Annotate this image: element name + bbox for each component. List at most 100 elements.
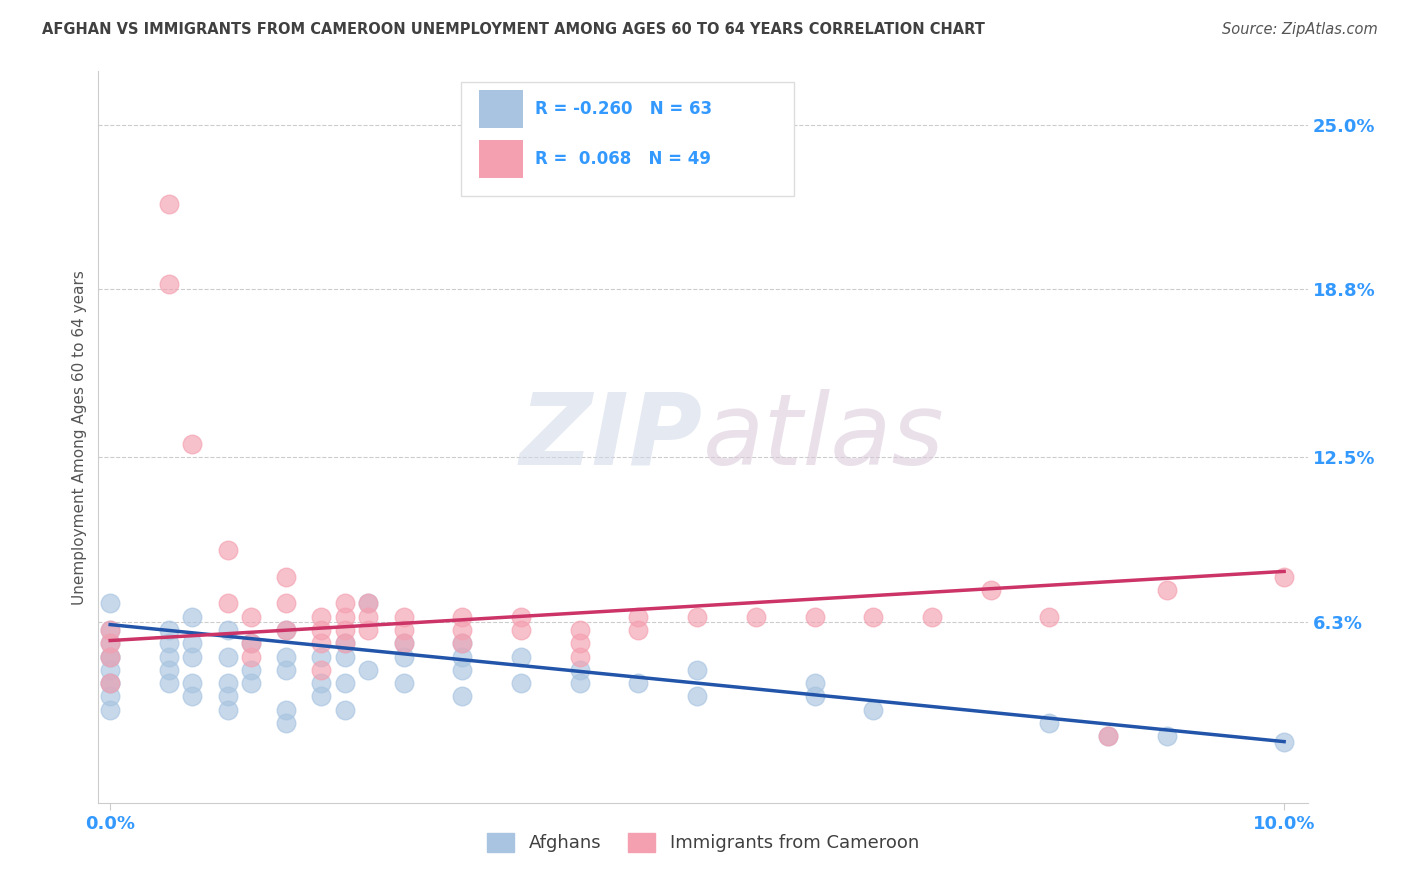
Point xyxy=(333,636,356,650)
Point xyxy=(98,636,121,650)
Point xyxy=(217,703,239,717)
FancyBboxPatch shape xyxy=(461,82,793,195)
Point xyxy=(98,649,121,664)
Point xyxy=(157,676,180,690)
Point xyxy=(451,609,474,624)
Point xyxy=(686,609,709,624)
Point xyxy=(1156,582,1178,597)
Y-axis label: Unemployment Among Ages 60 to 64 years: Unemployment Among Ages 60 to 64 years xyxy=(72,269,87,605)
Point xyxy=(311,676,333,690)
Point xyxy=(862,609,884,624)
Point xyxy=(568,649,591,664)
Point xyxy=(1097,729,1119,743)
Point xyxy=(980,582,1002,597)
Point xyxy=(311,623,333,637)
Point xyxy=(451,623,474,637)
Point xyxy=(98,676,121,690)
Point xyxy=(451,690,474,704)
Text: atlas: atlas xyxy=(703,389,945,485)
Point xyxy=(217,623,239,637)
Point xyxy=(157,663,180,677)
Point xyxy=(311,649,333,664)
Point xyxy=(357,623,380,637)
Point xyxy=(333,676,356,690)
Point xyxy=(392,636,415,650)
Point xyxy=(98,676,121,690)
Point xyxy=(333,596,356,610)
Point xyxy=(510,623,533,637)
Point xyxy=(333,649,356,664)
Point xyxy=(451,636,474,650)
Point xyxy=(98,703,121,717)
Point xyxy=(181,676,204,690)
Point xyxy=(276,649,298,664)
Point xyxy=(392,623,415,637)
Point xyxy=(181,436,204,450)
Point xyxy=(157,636,180,650)
Point xyxy=(276,663,298,677)
Point xyxy=(217,690,239,704)
Point xyxy=(451,636,474,650)
Point xyxy=(157,277,180,292)
Point xyxy=(98,636,121,650)
Point xyxy=(1097,729,1119,743)
Point xyxy=(333,623,356,637)
Point xyxy=(627,676,650,690)
Point xyxy=(98,649,121,664)
Text: Source: ZipAtlas.com: Source: ZipAtlas.com xyxy=(1222,22,1378,37)
Point xyxy=(98,649,121,664)
Point xyxy=(568,623,591,637)
Point xyxy=(276,703,298,717)
Point xyxy=(240,649,263,664)
Point xyxy=(217,649,239,664)
Point xyxy=(510,649,533,664)
Point xyxy=(240,609,263,624)
Point xyxy=(311,609,333,624)
Point xyxy=(157,623,180,637)
Point xyxy=(276,596,298,610)
Point xyxy=(1272,570,1295,584)
FancyBboxPatch shape xyxy=(479,139,523,178)
Point xyxy=(686,663,709,677)
Point xyxy=(392,649,415,664)
Point xyxy=(157,197,180,211)
Point xyxy=(803,676,825,690)
Text: R = -0.260   N = 63: R = -0.260 N = 63 xyxy=(534,100,711,118)
Point xyxy=(98,623,121,637)
Point xyxy=(240,663,263,677)
Point xyxy=(333,703,356,717)
Text: AFGHAN VS IMMIGRANTS FROM CAMEROON UNEMPLOYMENT AMONG AGES 60 TO 64 YEARS CORREL: AFGHAN VS IMMIGRANTS FROM CAMEROON UNEMP… xyxy=(42,22,986,37)
Point xyxy=(217,676,239,690)
Point xyxy=(333,636,356,650)
Point xyxy=(392,676,415,690)
Point xyxy=(217,596,239,610)
Point xyxy=(921,609,943,624)
Point xyxy=(98,623,121,637)
Point xyxy=(568,663,591,677)
Point xyxy=(357,663,380,677)
Point xyxy=(392,636,415,650)
Point xyxy=(240,636,263,650)
Point xyxy=(181,609,204,624)
Point xyxy=(276,570,298,584)
Point xyxy=(686,690,709,704)
Point xyxy=(357,596,380,610)
Point xyxy=(803,690,825,704)
Point xyxy=(510,676,533,690)
Point xyxy=(1272,734,1295,748)
Point xyxy=(451,649,474,664)
Point xyxy=(627,609,650,624)
Point xyxy=(98,690,121,704)
Point xyxy=(240,676,263,690)
Point xyxy=(745,609,768,624)
Point xyxy=(276,623,298,637)
Point xyxy=(98,663,121,677)
Legend: Afghans, Immigrants from Cameroon: Afghans, Immigrants from Cameroon xyxy=(479,826,927,860)
Point xyxy=(1038,609,1060,624)
Point xyxy=(392,609,415,624)
Point xyxy=(311,636,333,650)
Point xyxy=(240,636,263,650)
Point xyxy=(510,609,533,624)
Point xyxy=(181,636,204,650)
Text: ZIP: ZIP xyxy=(520,389,703,485)
